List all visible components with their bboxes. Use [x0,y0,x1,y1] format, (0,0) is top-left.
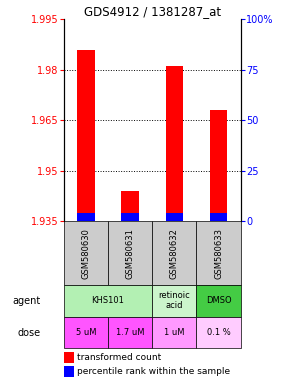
Text: retinoic
acid: retinoic acid [159,291,190,310]
Bar [77,50,95,221]
Bar [196,285,241,317]
Bar [152,285,197,317]
Bar [64,221,108,285]
Text: GSM580630: GSM580630 [81,228,90,278]
Bar [64,285,152,317]
Bar [152,317,197,348]
Text: GSM580631: GSM580631 [126,228,135,278]
Bar [210,213,227,221]
Bar [64,352,74,363]
Text: GSM580633: GSM580633 [214,228,223,279]
Text: 5 uM: 5 uM [76,328,96,337]
Bar [64,317,108,348]
Bar [121,213,139,221]
Bar [108,221,152,285]
Text: percentile rank within the sample: percentile rank within the sample [77,367,230,376]
Bar [77,213,95,221]
Bar [64,366,74,377]
Text: 0.1 %: 0.1 % [207,328,231,337]
Bar [196,317,241,348]
Bar [210,110,227,221]
Bar [166,66,183,221]
Text: dose: dose [18,328,41,338]
Bar [152,221,197,285]
Text: 1 uM: 1 uM [164,328,185,337]
Text: GSM580632: GSM580632 [170,228,179,278]
Bar [166,213,183,221]
Title: GDS4912 / 1381287_at: GDS4912 / 1381287_at [84,5,221,18]
Text: KHS101: KHS101 [92,296,124,305]
Text: transformed count: transformed count [77,353,161,362]
Bar [196,221,241,285]
Bar [121,191,139,221]
Text: 1.7 uM: 1.7 uM [116,328,144,337]
Bar [108,317,152,348]
Text: DMSO: DMSO [206,296,231,305]
Text: agent: agent [12,296,41,306]
